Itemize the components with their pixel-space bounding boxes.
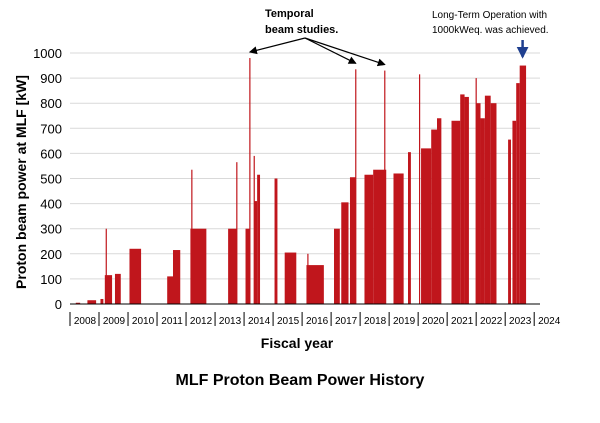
grid-lines <box>70 52 540 305</box>
y-tick-label-900: 900 <box>40 71 62 86</box>
y-tick-label-400: 400 <box>40 197 62 212</box>
segment-bar-7 <box>172 250 181 304</box>
x-tick-label-2020: 2020 <box>422 316 445 327</box>
segment-bar-27 <box>460 94 465 304</box>
x-tick-label-2024: 2024 <box>538 316 561 327</box>
y-tick-label-700: 700 <box>40 121 62 136</box>
segment-bar-20 <box>373 169 387 304</box>
x-tick-label-2015: 2015 <box>277 316 300 327</box>
x-tick-label-2012: 2012 <box>190 316 213 327</box>
x-tick-label-2010: 2010 <box>132 316 155 327</box>
segment-bar-34 <box>512 120 517 305</box>
x-tick-label-2011: 2011 <box>161 316 183 327</box>
spike-bar-8 <box>418 74 421 305</box>
segment-bar-16 <box>334 228 340 304</box>
segment-bar-8 <box>190 228 207 304</box>
spike-bar-0 <box>105 228 107 304</box>
x-tick-label-2019: 2019 <box>393 316 416 327</box>
segment-bar-4 <box>114 273 121 304</box>
y-tick-label-1000: 1000 <box>33 46 62 61</box>
spike-bar-3 <box>249 58 251 304</box>
x-tick-label-2009: 2009 <box>103 316 126 327</box>
x-tick-label-2021: 2021 <box>451 316 474 327</box>
annotations: Temporal beam studies. Long-Term Operation… <box>248 8 549 67</box>
figure-caption: MLF Proton Beam Power History <box>175 372 425 389</box>
x-tick-label-2022: 2022 <box>480 316 503 327</box>
x-tick-label-2016: 2016 <box>306 316 329 327</box>
segment-bar-18 <box>349 177 356 304</box>
annotation-longterm-line1: Long-Term Operation with <box>432 10 547 21</box>
x-tick-label-2018: 2018 <box>364 316 387 327</box>
segment-bar-13 <box>274 178 278 304</box>
segment-bar-33 <box>508 139 511 304</box>
y-tick-label-800: 800 <box>40 96 62 111</box>
segment-bar-26 <box>451 120 461 305</box>
segment-bar-32 <box>490 103 497 304</box>
segment-bar-11 <box>254 201 258 304</box>
y-tick-label-600: 600 <box>40 146 62 161</box>
segment-bar-9 <box>228 228 237 304</box>
x-tick-label-2013: 2013 <box>219 316 242 327</box>
segment-bar-28 <box>464 96 469 304</box>
x-tick-label-2017: 2017 <box>335 316 358 327</box>
x-tick-label-2014: 2014 <box>248 316 271 327</box>
segment-bar-36 <box>519 65 527 304</box>
segment-bar-6 <box>167 276 173 304</box>
y-axis-label: Proton beam power at MLF [kW] <box>13 75 29 289</box>
segment-bar-30 <box>480 118 485 304</box>
segment-bar-1 <box>87 300 97 304</box>
temporal-arrow-0 <box>248 37 306 55</box>
x-tick-label-2008: 2008 <box>74 316 97 327</box>
x-tick-labels: 2008 2009 2010 2011 2012 2013 2014 2015 2016 2017… <box>69 312 561 327</box>
segment-bar-23 <box>421 148 432 304</box>
y-tick-label-500: 500 <box>40 172 62 187</box>
segment-bar-10 <box>245 228 250 304</box>
segment-bar-14 <box>284 252 297 304</box>
segment-bar-25 <box>437 118 442 304</box>
y-tick-label-0: 0 <box>55 297 62 312</box>
y-tick-label-300: 300 <box>40 222 62 237</box>
segment-bar-35 <box>516 83 520 305</box>
segment-bar-17 <box>341 202 349 304</box>
segment-bar-29 <box>476 103 481 304</box>
segment-bar-24 <box>431 129 438 304</box>
annotation-longterm-line2: 1000kWeq. was achieved. <box>432 25 549 36</box>
temporal-arrow-1 <box>304 37 357 64</box>
segment-bar-12 <box>257 174 261 304</box>
segment-bar-5 <box>129 248 142 304</box>
segment-bar-31 <box>484 95 491 304</box>
y-tick-label-100: 100 <box>40 272 62 287</box>
segment-bar-21 <box>393 173 404 304</box>
segment-bar-2 <box>100 298 104 304</box>
x-axis-label: Fiscal year <box>261 335 334 351</box>
annotation-temporal-line1: Temporal <box>265 8 314 20</box>
annotation-temporal-line2: beam studies. <box>265 24 338 36</box>
segment-bar-22 <box>407 152 411 304</box>
x-tick-label-2023: 2023 <box>509 316 532 327</box>
segment-bar-19 <box>364 174 374 304</box>
segment-bar-3 <box>104 275 113 304</box>
segment-bar-0 <box>75 302 81 304</box>
temporal-arrow-2 <box>304 37 386 67</box>
segment-bar-15 <box>306 265 324 304</box>
bars-group <box>75 58 527 305</box>
y-tick-label-200: 200 <box>40 247 62 262</box>
y-tick-labels: 0 100 200 300 400 500 600 700 800 900 1000 <box>33 46 62 312</box>
